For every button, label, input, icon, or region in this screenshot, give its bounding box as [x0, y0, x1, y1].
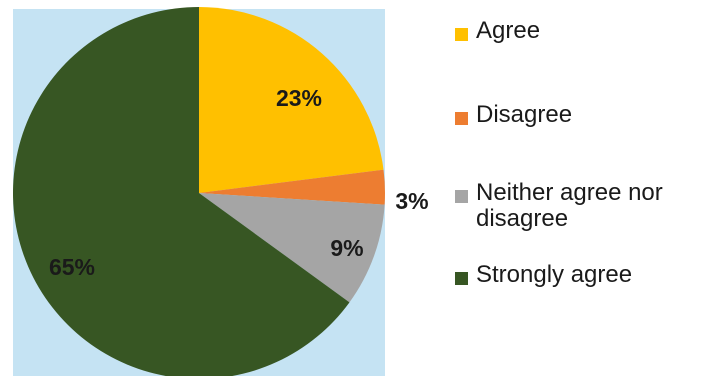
pie-slice-agree [199, 7, 384, 193]
legend-swatch-strongly-agree [455, 272, 468, 285]
legend-label-neither: Neither agree nor disagree [476, 179, 663, 232]
legend-item-neither: Neither agree nor disagree [455, 180, 716, 232]
data-label-neither-agree-nor-disagree: 9% [330, 235, 363, 261]
data-label-agree: 23% [276, 85, 322, 111]
legend-label-disagree: Disagree [476, 101, 573, 128]
legend-swatch-disagree [455, 112, 468, 125]
data-label-strongly-agree: 65% [49, 254, 95, 280]
legend-item-agree: Agree [455, 18, 716, 44]
data-label-disagree: 3% [395, 188, 428, 214]
legend-swatch-neither [455, 190, 468, 203]
legend-item-strongly-agree: Strongly agree [455, 262, 716, 288]
pie-slices [13, 7, 385, 376]
legend-label-agree: Agree [476, 17, 541, 44]
legend-swatch-agree [455, 28, 468, 41]
pie-slice-neither-agree-nor-disagree [199, 193, 385, 303]
pie-slice-strongly-agree [13, 7, 350, 376]
pie-data-labels: 23% 3% 9% 65% [49, 85, 429, 280]
pie-slice-disagree [199, 169, 385, 205]
legend-label-strongly-agree: Strongly agree [476, 261, 633, 288]
legend-item-disagree: Disagree [455, 102, 716, 128]
